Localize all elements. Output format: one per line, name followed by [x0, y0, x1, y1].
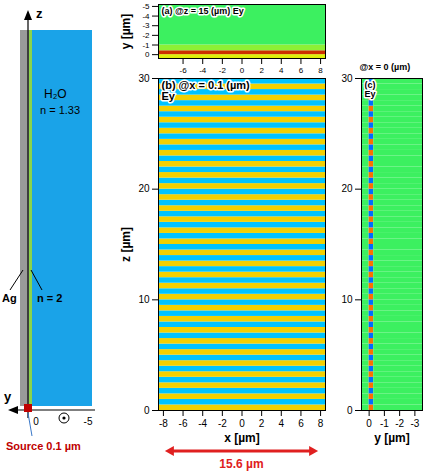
svg-text:-4: -4 [142, 12, 150, 21]
svg-text:0: 0 [366, 418, 372, 429]
svg-text:x [µm]: x [µm] [224, 431, 260, 445]
svg-text:6: 6 [298, 418, 304, 429]
svg-text:-1: -1 [142, 41, 150, 50]
svg-text:-4: -4 [198, 418, 207, 429]
svg-text:-3: -3 [410, 418, 419, 429]
svg-text:20: 20 [138, 183, 150, 194]
svg-text:0: 0 [144, 405, 150, 416]
svg-text:H₂O: H₂O [44, 87, 67, 101]
svg-text:y [µm]: y [µm] [119, 14, 133, 50]
svg-text:n = 1.33: n = 1.33 [40, 104, 80, 116]
svg-text:-3: -3 [142, 21, 150, 30]
svg-text:(c)Ey: (c)Ey [365, 80, 376, 99]
svg-text:30: 30 [138, 73, 150, 84]
svg-text:-1: -1 [380, 418, 389, 429]
svg-text:0: 0 [347, 405, 353, 416]
svg-text:15.6 µm: 15.6 µm [219, 457, 263, 471]
svg-text:-2: -2 [395, 418, 404, 429]
svg-text:@x = 0 (µm): @x = 0 (µm) [360, 62, 411, 72]
svg-text:0: 0 [240, 66, 245, 75]
svg-text:0: 0 [239, 418, 245, 429]
svg-text:-2: -2 [142, 31, 150, 40]
svg-text:y [µm]: y [µm] [374, 431, 410, 445]
svg-text:-6: -6 [179, 66, 187, 75]
svg-text:20: 20 [341, 183, 353, 194]
svg-text:6: 6 [299, 66, 304, 75]
svg-text:-4: -4 [199, 66, 207, 75]
svg-text:y: y [4, 389, 12, 404]
svg-text:0: 0 [33, 416, 39, 427]
svg-text:z [µm]: z [µm] [119, 227, 133, 262]
svg-text:-5: -5 [84, 416, 93, 427]
svg-text:10: 10 [138, 294, 150, 305]
svg-text:30: 30 [341, 73, 353, 84]
svg-text:10: 10 [341, 294, 353, 305]
svg-text:2: 2 [259, 418, 265, 429]
svg-text:4: 4 [279, 66, 284, 75]
svg-text:Source 0.1 µm: Source 0.1 µm [6, 440, 81, 452]
svg-text:-6: -6 [179, 418, 188, 429]
svg-text:8: 8 [318, 66, 323, 75]
svg-text:n = 2: n = 2 [37, 292, 62, 304]
svg-text:(b) @x = 0.1 (µm)Ey: (b) @x = 0.1 (µm)Ey [162, 79, 251, 102]
svg-text:-2: -2 [218, 418, 227, 429]
svg-text:-8: -8 [159, 418, 168, 429]
svg-text:8: 8 [318, 418, 324, 429]
svg-text:Ag: Ag [2, 292, 17, 304]
svg-text:z: z [36, 6, 43, 21]
svg-text:-2: -2 [219, 66, 227, 75]
svg-text:2: 2 [259, 66, 264, 75]
svg-text:(a) @z = 15 (µm) Ey: (a) @z = 15 (µm) Ey [162, 6, 244, 16]
svg-text:-5: -5 [142, 2, 150, 11]
svg-text:4: 4 [279, 418, 285, 429]
svg-text:0: 0 [145, 50, 150, 59]
